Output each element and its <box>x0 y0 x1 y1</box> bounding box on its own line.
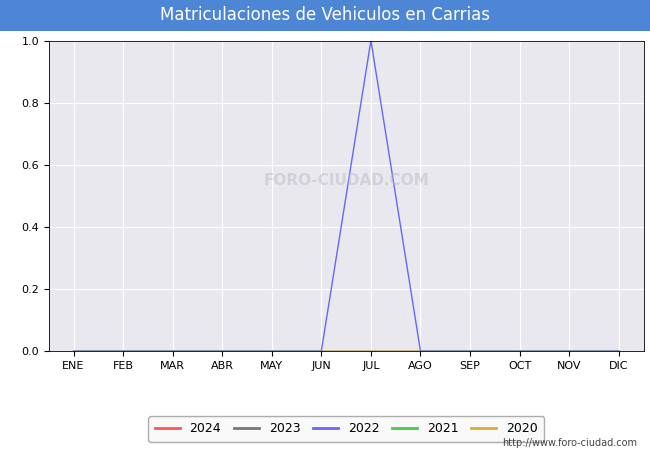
Legend: 2024, 2023, 2022, 2021, 2020: 2024, 2023, 2022, 2021, 2020 <box>148 416 544 442</box>
Text: FORO-CIUDAD.COM: FORO-CIUDAD.COM <box>263 173 429 188</box>
Text: Matriculaciones de Vehiculos en Carrias: Matriculaciones de Vehiculos en Carrias <box>160 6 490 24</box>
Text: http://www.foro-ciudad.com: http://www.foro-ciudad.com <box>502 438 637 448</box>
